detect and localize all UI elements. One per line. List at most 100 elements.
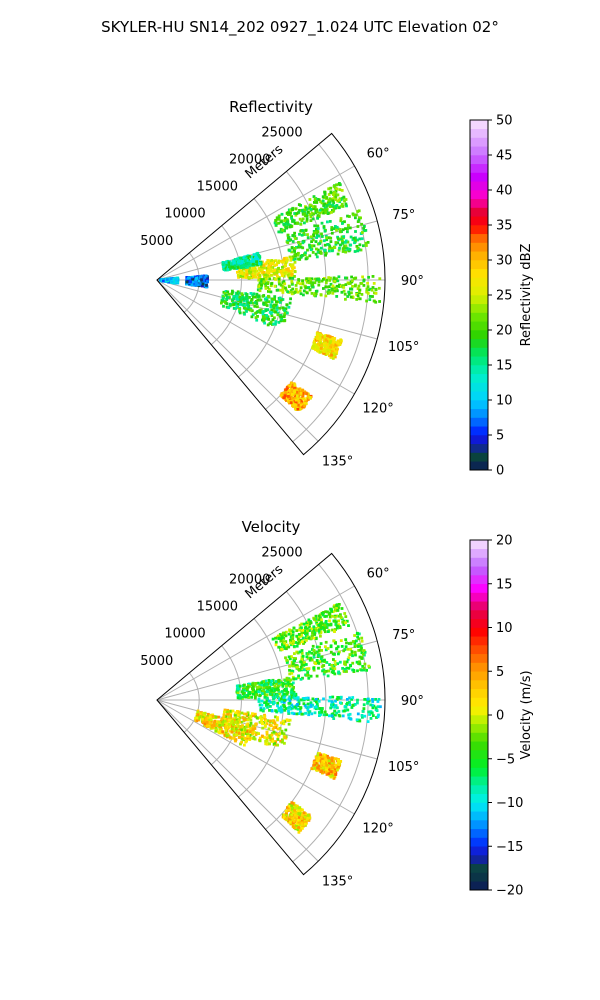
echo-gate [204,274,208,278]
echo-gate [336,768,339,772]
echo-gate [291,276,295,280]
echo-gate [328,249,331,253]
echo-gate [362,226,365,230]
colorbar-segment [470,417,488,427]
echo-gate [235,291,238,295]
echo-gate [228,725,232,728]
echo-gate [284,728,288,732]
azimuth-tick-label: 60° [367,146,390,161]
echo-gate [353,241,356,245]
echo-gate [270,689,274,692]
echo-gate [240,262,243,265]
echo-gate [239,264,243,268]
echo-gate [301,282,305,286]
echo-gate [358,243,362,247]
echo-gate [297,812,301,815]
echo-gate [257,278,261,282]
colorbar-tick-label: 45 [496,149,513,164]
echo-gate [343,241,347,244]
echo-gate [331,695,335,699]
echo-gate [323,344,326,348]
echo-gate [270,308,274,312]
colorbar-tick-label: −15 [496,840,523,855]
echo-gate [290,215,293,218]
figure-suptitle: SKYLER-HU SN14_202 0927_1.024 UTC Elevat… [101,18,499,37]
echo-gate [267,318,271,321]
echo-gate [280,317,283,321]
echo-gate [283,311,287,315]
echo-gate [245,259,249,262]
echo-gate [264,719,268,723]
echo-gate [281,640,285,644]
echo-gate [277,214,281,218]
echo-gate [208,715,212,719]
echo-gate [346,647,350,651]
echo-gate [242,712,246,716]
radial-tick-label: 10000 [164,627,205,642]
echo-gate [378,300,381,303]
echo-gate [262,271,266,274]
colorbar-segment [470,146,488,156]
colorbar-tick-label: 15 [496,577,513,592]
echo-gate [289,238,293,242]
echo-gate [295,394,299,398]
echo-gate [313,231,316,235]
echo-gate [261,726,265,730]
echo-gate [286,690,290,694]
echo-gate [282,274,286,278]
echo-gate [319,634,322,638]
echo-gate [287,711,291,715]
echo-gate [263,317,266,321]
echo-gate [317,618,321,622]
echo-gate [298,623,302,627]
echo-gate [329,667,333,671]
echo-gate [297,633,301,636]
colorbar-tick-label: 20 [496,324,513,339]
echo-gate [299,229,303,233]
echo-gate [247,728,250,732]
echo-gate [236,725,239,728]
echo-gate [371,286,375,289]
echo-gate [307,207,311,211]
echo-gate [285,256,289,260]
echo-gate [242,297,245,301]
echo-gate [320,665,324,668]
echo-gate [297,399,301,403]
echo-gate [344,705,348,709]
echo-gate [303,212,306,216]
echo-gate [346,708,350,712]
echo-gate [231,723,235,727]
echo-gate [332,345,336,349]
echo-gate [227,306,231,310]
echo-gate [350,275,353,279]
echo-gate [221,723,224,727]
echo-gate [346,698,349,701]
echo-gate [345,246,348,250]
colorbar-segment [470,373,488,383]
echo-gate [327,699,331,703]
echo-gate [322,350,326,353]
echo-gate [200,278,203,282]
echo-gate [359,248,363,252]
echo-gate [294,287,298,291]
echo-gate [268,742,271,746]
echo-gate [343,612,347,615]
echo-gate [346,247,350,251]
echo-gate [341,714,345,718]
echo-gate [265,698,269,702]
echo-gate [329,240,333,243]
echo-gate [343,220,346,224]
echo-gate [273,298,276,301]
echo-gate [324,281,328,285]
echo-gate [214,715,218,719]
echo-gate [312,653,316,657]
echo-gate [291,637,295,641]
echo-gate [313,281,317,285]
echo-gate [291,642,295,646]
echo-gate [279,283,283,287]
echo-gate [369,703,373,707]
colorbar-tick-label: −10 [496,796,523,811]
echo-gate [223,267,226,271]
echo-gate [310,651,314,655]
echo-gate [323,660,327,663]
